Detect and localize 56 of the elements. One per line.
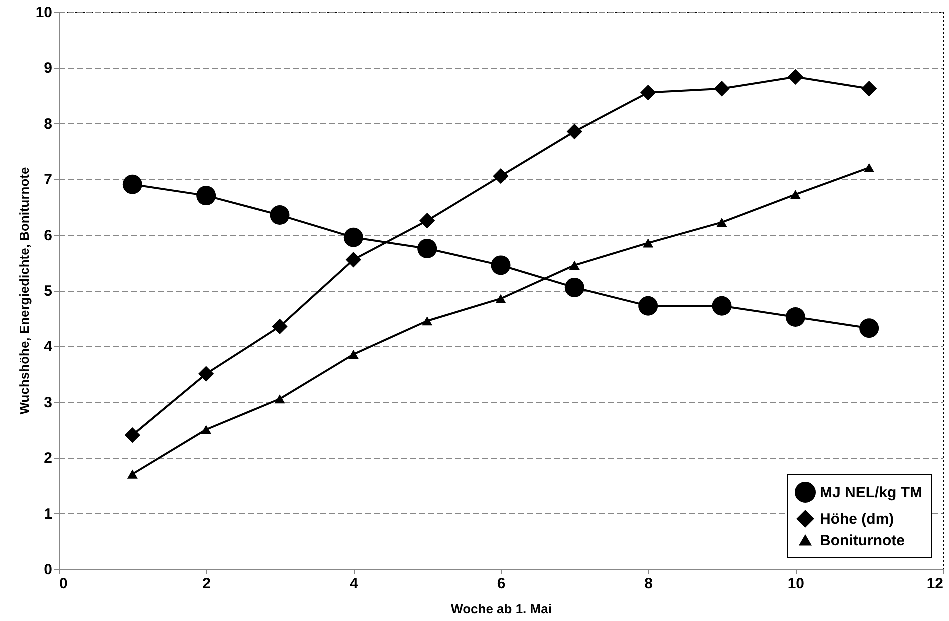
point: [569, 260, 580, 270]
y-tick-label: 3: [44, 394, 52, 412]
point: [864, 163, 875, 172]
legend-label: Boniturnote: [820, 532, 905, 550]
y-tick-label: 1: [44, 506, 52, 523]
x-tick-label: 6: [497, 576, 506, 592]
point: [124, 427, 140, 444]
point: [422, 316, 433, 326]
x-tick-label: 0: [60, 576, 68, 592]
legend-label: MJ NEL/kg TM: [820, 484, 923, 502]
point: [643, 238, 654, 248]
x-axis-title: Woche ab 1. Mai: [451, 602, 552, 616]
x-tick-label: 12: [926, 576, 944, 592]
point: [716, 218, 728, 228]
y-tick-label: 6: [44, 227, 52, 244]
point: [420, 213, 436, 229]
point: [786, 308, 806, 327]
x-tick-label: 4: [350, 576, 359, 592]
point: [196, 186, 216, 206]
y-tick-label: 9: [44, 60, 52, 78]
y-axis-title: Wuchshöhe, Energiedichte, Boniturnote: [16, 167, 32, 415]
point: [348, 350, 359, 360]
point: [493, 168, 509, 184]
point: [346, 252, 362, 268]
point: [790, 190, 801, 200]
point: [418, 238, 438, 258]
point: [496, 294, 506, 304]
point: [344, 228, 364, 248]
point: [862, 81, 878, 97]
y-tick-label: 5: [44, 283, 52, 300]
point: [860, 318, 880, 338]
point: [491, 256, 511, 276]
point: [274, 394, 286, 404]
y-tick-label: 2: [44, 450, 52, 468]
x-tick-label: 8: [644, 576, 654, 592]
point: [788, 69, 804, 85]
point: [198, 366, 214, 382]
point: [201, 425, 212, 434]
y-tick-label: 7: [44, 172, 52, 189]
point: [714, 81, 730, 97]
y-tick-label: 10: [36, 4, 52, 22]
point: [564, 278, 584, 298]
legend-label: Höhe (dm): [820, 511, 894, 528]
point: [270, 206, 290, 226]
point: [127, 470, 138, 479]
y-tick-label: 8: [44, 116, 52, 133]
point: [272, 318, 288, 335]
point: [712, 296, 732, 316]
y-tick-label: 0: [44, 562, 52, 578]
point: [566, 124, 582, 140]
x-tick-label: 2: [202, 576, 212, 592]
y-tick-label: 4: [44, 338, 54, 356]
x-tick-label: 10: [788, 576, 805, 592]
point: [640, 84, 656, 101]
point: [122, 174, 142, 194]
point: [638, 296, 658, 316]
